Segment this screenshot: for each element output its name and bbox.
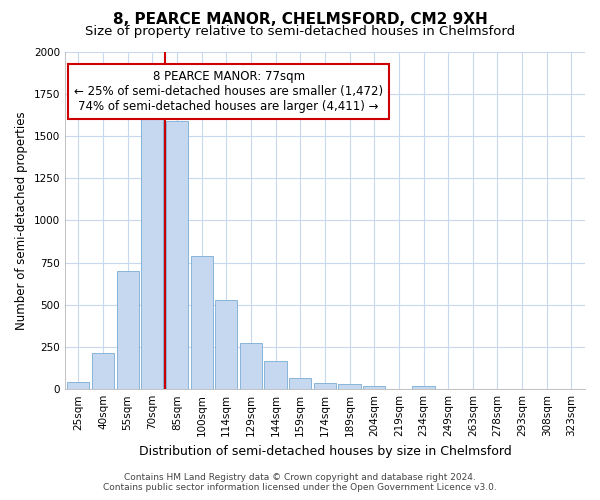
Bar (215, 300, 238, 389)
Bar (338, 384, 361, 389)
Text: 8 PEARCE MANOR: 77sqm
← 25% of semi-detached houses are smaller (1,472)
74% of s: 8 PEARCE MANOR: 77sqm ← 25% of semi-deta… (74, 70, 383, 113)
Bar (412, 386, 434, 389)
X-axis label: Distribution of semi-detached houses by size in Chelmsford: Distribution of semi-detached houses by … (139, 444, 511, 458)
Bar (314, 383, 336, 389)
Bar (289, 378, 311, 389)
Bar (240, 342, 262, 389)
Text: Size of property relative to semi-detached houses in Chelmsford: Size of property relative to semi-detach… (85, 25, 515, 38)
Bar (166, 120, 188, 389)
Y-axis label: Number of semi-detached properties: Number of semi-detached properties (15, 111, 28, 330)
Bar (92, 353, 114, 389)
Bar (363, 386, 385, 389)
Bar (67, 382, 89, 389)
Bar (191, 256, 213, 389)
Text: Contains HM Land Registry data © Crown copyright and database right 2024.
Contai: Contains HM Land Registry data © Crown c… (103, 473, 497, 492)
Bar (116, 271, 139, 389)
Bar (141, 119, 163, 389)
Text: 8, PEARCE MANOR, CHELMSFORD, CM2 9XH: 8, PEARCE MANOR, CHELMSFORD, CM2 9XH (113, 12, 487, 28)
Bar (265, 362, 287, 389)
